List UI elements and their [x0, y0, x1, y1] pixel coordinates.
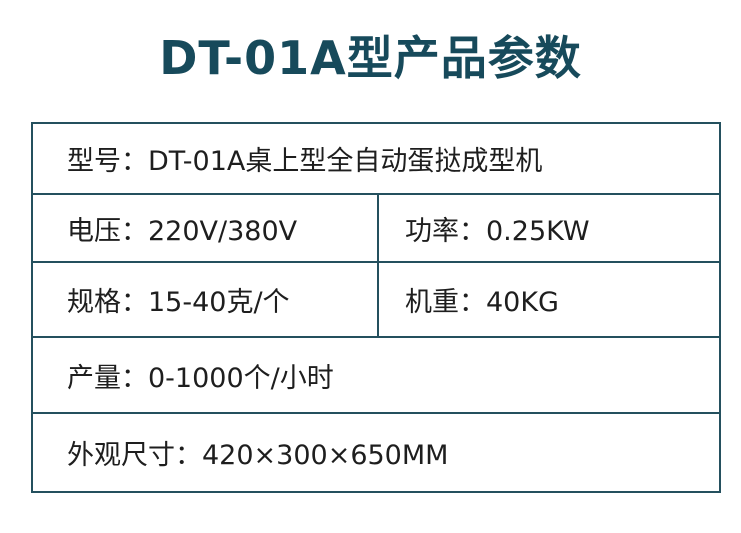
table-row-model: 型号：DT-01A桌上型全自动蛋挞成型机 [33, 124, 719, 195]
cell-voltage: 电压：220V/380V [33, 195, 379, 261]
cell-model: 型号：DT-01A桌上型全自动蛋挞成型机 [67, 146, 543, 177]
table-row-dimensions: 外观尺寸：420×300×650MM [33, 414, 719, 491]
table-row-spec-weight: 规格：15-40克/个 机重：40KG [33, 263, 719, 338]
cell-output: 产量：0-1000个/小时 [67, 362, 334, 394]
table-row-output: 产量：0-1000个/小时 [33, 338, 719, 414]
page-title: DT-01A型产品参数 [159, 31, 582, 85]
table-row-voltage-power: 电压：220V/380V 功率：0.25KW [33, 195, 719, 263]
cell-power: 功率：0.25KW [405, 215, 590, 247]
cell-dimensions: 外观尺寸：420×300×650MM [67, 440, 449, 471]
spec-table: 型号：DT-01A桌上型全自动蛋挞成型机 电压：220V/380V 功率：0.2… [31, 122, 721, 493]
cell-spec: 规格：15-40克/个 [33, 263, 379, 336]
cell-weight: 机重：40KG [405, 287, 559, 318]
